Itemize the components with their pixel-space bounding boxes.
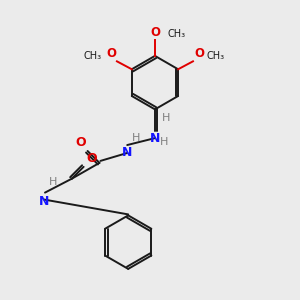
Text: N: N: [122, 146, 132, 159]
Text: O: O: [194, 47, 204, 60]
Text: N: N: [39, 195, 49, 208]
Text: CH₃: CH₃: [84, 51, 102, 61]
Text: O: O: [150, 26, 160, 39]
Text: H: H: [160, 137, 168, 147]
Text: O: O: [75, 136, 86, 149]
Text: CH₃: CH₃: [207, 51, 225, 61]
Text: H: H: [162, 113, 170, 123]
Text: H: H: [49, 177, 57, 187]
Text: O: O: [87, 152, 97, 165]
Text: N: N: [150, 132, 160, 145]
Text: H: H: [132, 133, 140, 143]
Text: CH₃: CH₃: [168, 29, 186, 39]
Text: O: O: [106, 47, 116, 60]
